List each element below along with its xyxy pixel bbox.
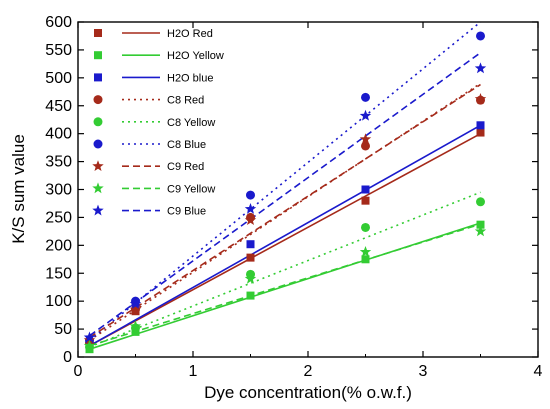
x-tick-label-2: 2 (304, 363, 313, 380)
legend-label-8: C9 Blue (167, 206, 206, 218)
data-point-1-3 (361, 255, 370, 264)
data-point-5-4 (476, 31, 485, 41)
data-point-1-2 (246, 291, 255, 300)
legend-label-0: H2O Red (167, 28, 213, 40)
legend-label-6: C9 Red (167, 161, 204, 173)
x-tick-label-0: 0 (74, 363, 83, 380)
data-point-5-3 (361, 92, 370, 102)
data-point-6-1 (129, 303, 142, 315)
data-point-7-1 (129, 320, 142, 332)
data-point-5-2 (246, 190, 255, 200)
legend-label-4: C8 Yellow (167, 117, 215, 129)
legend: H2O Red H2O Yellow H2O blue C8 Red C8 Yellow… (92, 28, 224, 218)
fit-line-0 (89, 132, 481, 347)
y-tick-label-6: 300 (45, 182, 72, 199)
y-tick-label-9: 450 (45, 98, 72, 115)
legend-marker-8 (92, 204, 104, 216)
x-tick-label-3: 3 (419, 363, 428, 380)
data-point-8-4 (474, 62, 487, 74)
data-point-1-4 (476, 220, 485, 229)
y-tick-label-12: 600 (45, 14, 72, 31)
y-tick-label-11: 550 (45, 42, 72, 59)
data-point-4-3 (361, 222, 370, 232)
data-point-7-4 (474, 225, 487, 237)
x-axis-label: Dye concentration(% o.w.f.) (204, 383, 412, 402)
legend-marker-2 (94, 73, 102, 82)
data-point-8-3 (359, 109, 372, 121)
legend-label-3: C8 Red (167, 95, 204, 107)
data-point-8-2 (244, 203, 257, 214)
data-point-0-4 (476, 128, 485, 137)
data-point-6-2 (244, 214, 257, 226)
legend-marker-0 (94, 29, 102, 37)
y-tick-label-3: 150 (45, 265, 72, 282)
fit-line-2 (89, 124, 481, 347)
data-point-3-3 (361, 141, 370, 151)
y-tick-label-5: 250 (45, 209, 72, 226)
data-point-6-3 (359, 133, 372, 145)
data-point-4-4 (476, 197, 485, 207)
legend-label-2: H2O blue (167, 72, 213, 84)
legend-marker-4 (93, 117, 103, 127)
legend-label-1: H2O Yellow (167, 50, 224, 62)
legend-marker-7 (92, 182, 104, 194)
fit-line-7 (89, 223, 481, 347)
y-tick-label-0: 0 (63, 349, 72, 366)
data-point-8-0 (83, 331, 96, 343)
legend-label-5: C8 Blue (167, 139, 206, 151)
data-point-2-4 (476, 121, 485, 130)
data-point-2-2 (246, 240, 255, 249)
data-point-6-4 (474, 93, 487, 104)
legend-marker-1 (94, 51, 102, 60)
y-tick-label-4: 200 (45, 237, 72, 254)
y-tick-label-7: 350 (45, 154, 72, 171)
data-markers (83, 31, 487, 354)
y-tick-label-2: 100 (45, 293, 72, 310)
data-point-0-3 (361, 196, 370, 205)
x-tick-label-1: 1 (189, 363, 198, 380)
y-tick-label-1: 50 (54, 321, 72, 338)
fit-line-5 (88, 21, 482, 341)
x-tick-label-4: 4 (534, 363, 543, 380)
legend-marker-6 (92, 160, 104, 172)
legend-marker-3 (93, 95, 103, 105)
data-point-0-2 (246, 253, 255, 262)
data-point-2-3 (361, 185, 370, 194)
fit-line-1 (89, 222, 481, 350)
axes: 0 1 2 3 4 0 50 100 150 200 250 300 350 400 450 500 550 60… (45, 14, 542, 380)
plot-frame (77, 21, 539, 358)
data-point-7-0 (83, 339, 96, 351)
data-point-7-2 (244, 272, 257, 284)
fit-line-6 (89, 83, 481, 339)
data-point-7-3 (359, 246, 372, 257)
y-tick-label-10: 500 (45, 70, 72, 87)
legend-label-7: C9 Yellow (167, 183, 215, 195)
y-axis-label: K/S sum value (9, 134, 28, 244)
legend-marker-5 (93, 139, 103, 149)
data-point-8-1 (129, 297, 142, 309)
y-tick-label-8: 400 (45, 126, 72, 143)
fit-line-4 (89, 191, 481, 348)
fit-lines (88, 21, 482, 350)
fit-line-8 (89, 52, 481, 337)
